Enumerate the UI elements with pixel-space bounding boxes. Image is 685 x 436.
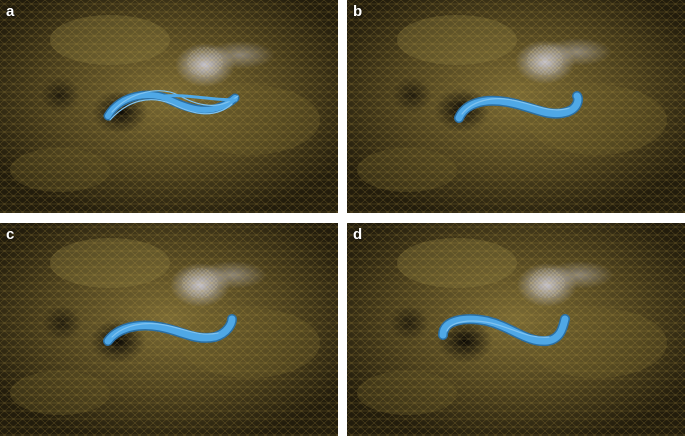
panel-d-image bbox=[347, 223, 685, 436]
panel-d: d bbox=[347, 223, 685, 436]
panel-a: a bbox=[0, 0, 338, 213]
flux-rope bbox=[103, 314, 237, 346]
panel-b: b bbox=[347, 0, 685, 213]
panel-c-label: c bbox=[6, 226, 15, 243]
flux-rope bbox=[103, 90, 240, 121]
panel-d-label: d bbox=[353, 226, 363, 243]
flux-rope bbox=[438, 314, 570, 347]
panel-b-image bbox=[347, 0, 685, 213]
flux-rope bbox=[454, 91, 583, 123]
panel-c-image bbox=[0, 223, 338, 436]
panel-c: c bbox=[0, 223, 338, 436]
panel-a-label: a bbox=[6, 3, 15, 20]
panel-a-image bbox=[0, 0, 338, 213]
panel-b-label: b bbox=[353, 3, 363, 20]
